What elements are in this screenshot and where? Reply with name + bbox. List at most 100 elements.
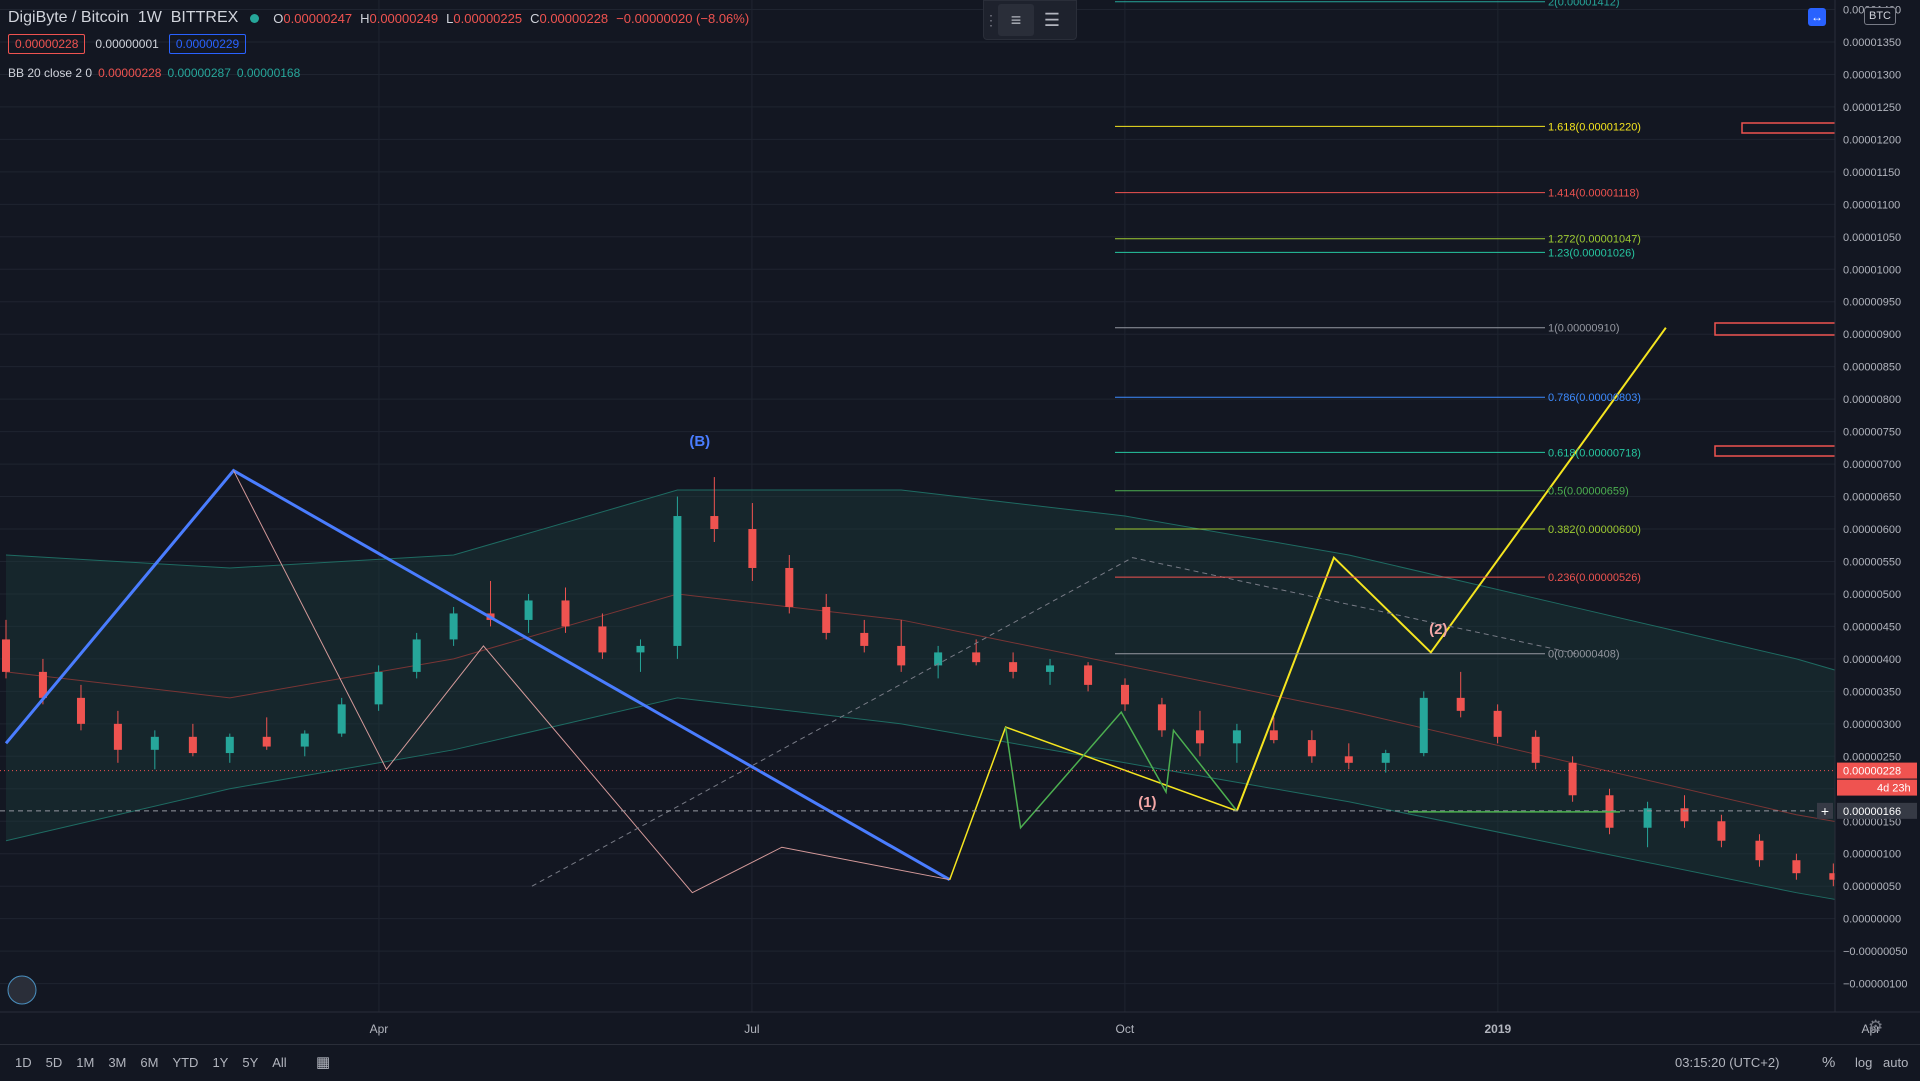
timeframe-all[interactable]: All bbox=[272, 1055, 287, 1070]
candle-body-47 bbox=[1755, 840, 1764, 861]
candle-body-35 bbox=[1307, 740, 1316, 757]
cursor-price-value: 0.00000166 bbox=[1843, 806, 1901, 818]
y-tick-label: 0.00000750 bbox=[1843, 427, 1901, 439]
countdown-badge bbox=[1837, 779, 1917, 796]
timeframe-6m[interactable]: 6M bbox=[140, 1055, 159, 1070]
log-toggle[interactable]: log bbox=[1855, 1055, 1873, 1070]
timeframe-ytd[interactable]: YTD bbox=[172, 1055, 199, 1070]
auto-toggle[interactable]: auto bbox=[1883, 1055, 1909, 1070]
last-price-value: 0.00000228 bbox=[1843, 766, 1901, 778]
fib-level-label: 0.236(0.00000526) bbox=[1548, 572, 1641, 584]
bid-button[interactable]: 0.00000228 bbox=[8, 34, 86, 54]
candle-body-31 bbox=[1157, 704, 1166, 731]
candle-body-23 bbox=[860, 632, 869, 646]
candle-body-21 bbox=[785, 567, 794, 607]
y-tick-label: 0.00000850 bbox=[1843, 362, 1901, 374]
symbol-title[interactable]: DigiByte / Bitcoin 1W BITTREX bbox=[8, 9, 239, 26]
indicator-basis: 0.00000228 bbox=[98, 66, 162, 80]
candle-body-1 bbox=[38, 671, 47, 698]
timeframe-5y[interactable]: 5Y bbox=[242, 1055, 259, 1070]
candle-body-41 bbox=[1531, 736, 1540, 763]
candle-body-15 bbox=[561, 600, 570, 627]
y-tick-label: 0.00000450 bbox=[1843, 621, 1901, 633]
clock-readout[interactable]: 03:15:20 (UTC+2) bbox=[1675, 1055, 1780, 1070]
candle-body-17 bbox=[636, 645, 645, 653]
last-price-badge bbox=[1837, 762, 1917, 779]
lines-tool-icon[interactable]: ☰ bbox=[1043, 9, 1061, 30]
price-chart[interactable]: 2(0.00001412) 1.618(0.00001220) 1.414(0.00… bbox=[0, 0, 1920, 1044]
y-tick-label: 0.00000650 bbox=[1843, 492, 1901, 504]
x-tick-label: Jul bbox=[744, 1022, 759, 1036]
currency-badge[interactable]: BTC bbox=[1864, 7, 1896, 25]
x-tick-label: Apr bbox=[370, 1022, 389, 1036]
change-value: −0.00000020 (−8.06%) bbox=[616, 10, 750, 26]
candle-body-2 bbox=[76, 697, 85, 724]
candle-body-48 bbox=[1792, 860, 1801, 874]
fib-level-label: 1.414(0.00001118) bbox=[1548, 188, 1639, 200]
indicator-legend[interactable]: BB 20 close 2 0 0.00000228 0.00000287 0.… bbox=[8, 66, 300, 80]
fib-tool-icon[interactable]: ≡ bbox=[998, 4, 1034, 36]
price-axis-background bbox=[1835, 0, 1920, 1044]
y-tick-label: 0.00000350 bbox=[1843, 686, 1901, 698]
tradingview-logo bbox=[7, 975, 37, 1005]
percent-toggle[interactable]: % bbox=[1822, 1054, 1836, 1071]
add-alert-button bbox=[1817, 802, 1833, 819]
candle-body-27 bbox=[1009, 662, 1018, 672]
y-tick-label: 0.00001100 bbox=[1843, 199, 1900, 211]
candle-body-36 bbox=[1344, 756, 1353, 763]
calendar-icon[interactable]: ▦ bbox=[316, 1054, 331, 1071]
y-tick-label: 0.00001350 bbox=[1843, 37, 1901, 49]
candle-body-8 bbox=[300, 733, 309, 747]
y-tick-label: 0.00000250 bbox=[1843, 751, 1901, 763]
candle-body-40 bbox=[1493, 710, 1502, 737]
candle-body-42 bbox=[1568, 762, 1577, 796]
timeframe-3m[interactable]: 3M bbox=[108, 1055, 127, 1070]
fib-level-label: 0(0.00000408) bbox=[1548, 649, 1620, 661]
y-tick-label: 0.00000050 bbox=[1843, 881, 1901, 893]
low-value: 0.00000225 bbox=[453, 10, 523, 26]
y-tick-label: 0.00001150 bbox=[1843, 167, 1900, 179]
y-tick-label: 0.00001050 bbox=[1843, 232, 1901, 244]
fib-level-label: 0.5(0.00000659) bbox=[1548, 486, 1629, 498]
wave-label: (B) bbox=[689, 433, 710, 450]
candle-body-11 bbox=[412, 639, 421, 672]
high-value: 0.00000249 bbox=[369, 10, 439, 26]
x-tick-label: Oct bbox=[1116, 1022, 1135, 1036]
timeframe-5d[interactable]: 5D bbox=[45, 1055, 63, 1070]
y-tick-label: 0.00001300 bbox=[1843, 69, 1901, 81]
candle-body-26 bbox=[972, 652, 981, 663]
plus-icon: + bbox=[1821, 803, 1829, 819]
candle-body-3 bbox=[113, 723, 122, 750]
bollinger-upper-line bbox=[5, 489, 1920, 696]
compare-icon[interactable]: ↔ bbox=[1808, 8, 1826, 26]
fib-level-label: 2(0.00001412) bbox=[1548, 0, 1620, 9]
candle-body-16 bbox=[598, 626, 607, 653]
x-tick-label: 2019 bbox=[1484, 1022, 1511, 1036]
y-tick-label: 0.00000000 bbox=[1843, 914, 1901, 926]
y-tick-label: 0.00000500 bbox=[1843, 589, 1901, 601]
timeframe-1y[interactable]: 1Y bbox=[212, 1055, 229, 1070]
countdown-value: 4d 23h bbox=[1877, 783, 1911, 795]
drawing-toolbar: ⋮ ≡ ☰ bbox=[983, 0, 1077, 40]
candle-body-22 bbox=[822, 606, 831, 633]
y-tick-label: 0.00000150 bbox=[1843, 816, 1901, 828]
fib-base-dashed-line bbox=[531, 557, 1577, 887]
y-tick-label: 0.00001000 bbox=[1843, 264, 1901, 276]
ask-button[interactable]: 0.00000229 bbox=[168, 34, 247, 54]
gear-icon[interactable]: ⚙ bbox=[1868, 1017, 1884, 1036]
projection-wave-line bbox=[1235, 327, 1667, 812]
fib-level-label: 1.23(0.00001026) bbox=[1548, 247, 1635, 259]
y-tick-label: 0.00000700 bbox=[1843, 459, 1901, 471]
drag-handle-icon[interactable]: ⋮ bbox=[984, 11, 998, 28]
candle-body-12 bbox=[449, 613, 458, 640]
y-tick-label: −0.00000050 bbox=[1843, 946, 1908, 958]
indicator-lower: 0.00000168 bbox=[236, 66, 301, 80]
timeframe-1m[interactable]: 1M bbox=[76, 1055, 95, 1070]
y-tick-label: 0.00000300 bbox=[1843, 719, 1901, 731]
y-tick-label: 0.00000100 bbox=[1843, 849, 1901, 861]
timeframe-1d[interactable]: 1D bbox=[15, 1055, 32, 1070]
candle-body-0 bbox=[2, 639, 10, 672]
y-tick-label: 0.00000800 bbox=[1843, 394, 1901, 406]
spread-value: 0.00000001 bbox=[95, 37, 159, 51]
candle-body-45 bbox=[1680, 808, 1689, 822]
